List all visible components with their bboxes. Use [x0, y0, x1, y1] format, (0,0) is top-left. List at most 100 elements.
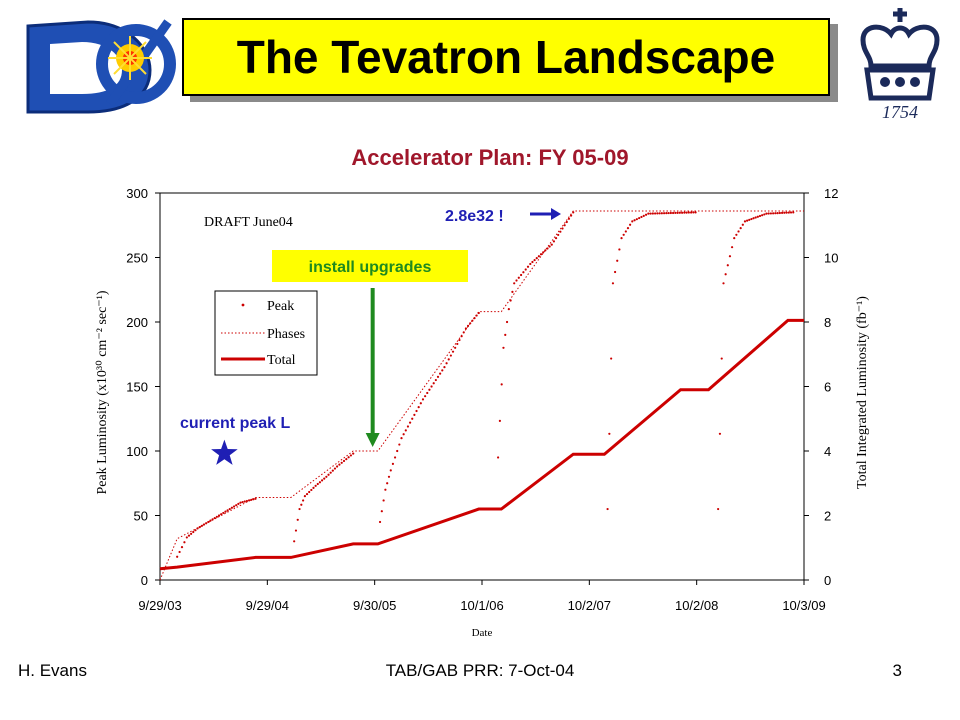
peak-point: [750, 217, 753, 221]
peak-point: [222, 511, 225, 515]
legend-label-peak: Peak: [267, 299, 294, 314]
peak-point: [660, 212, 663, 215]
peak-point: [424, 395, 427, 398]
peak-point: [754, 216, 757, 219]
peak-point: [767, 212, 770, 215]
peak-point: [400, 437, 403, 440]
peak-point: [176, 555, 179, 558]
peak-point: [404, 429, 407, 432]
peak-point: [513, 282, 516, 285]
columbia-crown-logo: 1754: [860, 8, 940, 122]
peak-point: [730, 246, 734, 249]
peak-point: [462, 331, 465, 334]
y-left-tick-label: 100: [126, 444, 148, 459]
peak-point: [466, 324, 470, 327]
peak-point: [737, 230, 740, 233]
peak-point: [213, 516, 216, 520]
peak-point: [563, 224, 566, 227]
peak-point: [316, 482, 319, 486]
peak-point: [718, 432, 722, 435]
peak-point: [398, 443, 401, 446]
peak-point: [765, 212, 768, 215]
peak-point: [185, 536, 188, 539]
peak-point: [758, 214, 762, 218]
peak-point: [352, 452, 355, 455]
peak-point: [572, 211, 575, 214]
peak-point: [567, 217, 571, 220]
footer-event: TAB/GAB PRR: 7-Oct-04: [385, 661, 575, 680]
peak-point: [402, 433, 405, 436]
peak-point: [550, 243, 553, 246]
peak-point: [434, 378, 437, 382]
peak-point: [542, 251, 545, 254]
peak-point: [408, 421, 412, 424]
peak-point: [669, 211, 672, 215]
peak-point: [449, 354, 452, 357]
peak-point: [633, 219, 636, 222]
peak-point: [384, 488, 387, 491]
peak-point: [333, 467, 337, 470]
x-tick-label: 9/29/03: [138, 598, 181, 613]
peak-point: [640, 215, 643, 219]
peak-point: [293, 540, 296, 543]
peak-point: [458, 338, 461, 342]
peak-point: [391, 462, 395, 465]
peak-point: [756, 215, 759, 218]
peak-point: [717, 507, 720, 511]
draft-label: DRAFT June04: [204, 215, 293, 230]
peak-point: [318, 481, 322, 484]
peak-point: [544, 249, 547, 252]
peak-point: [735, 233, 738, 236]
y-right-axis-label: Total Integrated Luminosity (fb⁻¹): [855, 296, 870, 489]
peak-point: [426, 391, 429, 395]
y-right-tick-label: 4: [824, 444, 831, 459]
peak-point: [746, 219, 749, 222]
legend-label-total: Total: [267, 353, 296, 368]
peak-point: [726, 264, 729, 267]
x-axis-label: Date: [472, 627, 493, 639]
peak-point: [382, 499, 385, 502]
peak-point: [780, 211, 784, 214]
peak-point: [743, 220, 747, 223]
peak-point: [205, 522, 208, 525]
peak-point: [517, 276, 520, 279]
peak-point: [502, 346, 505, 349]
peak-point: [552, 240, 556, 243]
x-tick-label: 9/30/05: [353, 598, 396, 613]
peak-point: [787, 211, 790, 214]
peak-point: [610, 357, 613, 360]
y-left-tick-label: 300: [126, 186, 148, 201]
legend-label-phases: Phases: [267, 327, 305, 342]
peak-point: [509, 299, 512, 302]
peak-point: [296, 518, 299, 521]
peak-point: [190, 532, 193, 535]
peak-point: [635, 218, 638, 221]
peak-point: [430, 385, 433, 388]
peak-point: [386, 482, 389, 485]
peak-point: [497, 456, 500, 459]
peak-point: [241, 500, 244, 504]
series-total-line: [159, 318, 804, 571]
peak-point: [620, 237, 623, 240]
y-left-axis-label: Peak Luminosity (x10³⁰ cm⁻² sec⁻¹): [95, 290, 110, 494]
peak-point: [741, 223, 744, 226]
peak-point: [320, 479, 324, 482]
peak-point: [608, 432, 611, 435]
peak-point: [380, 510, 383, 513]
peak-point: [338, 463, 341, 466]
peak-point: [305, 492, 309, 496]
peak-point: [421, 398, 425, 401]
peak-point: [336, 465, 339, 468]
peak-point: [789, 211, 793, 214]
peak-point: [720, 357, 723, 360]
peak-point: [498, 419, 501, 422]
peak-point: [215, 515, 218, 518]
peak-point: [537, 255, 540, 258]
peak-point: [230, 506, 234, 509]
peak-point: [192, 530, 195, 534]
peak-point: [507, 308, 510, 311]
title-box: The Tevatron Landscape: [182, 18, 830, 96]
peak-point: [644, 213, 648, 216]
peak-point: [451, 350, 455, 353]
peak-point: [389, 469, 392, 472]
